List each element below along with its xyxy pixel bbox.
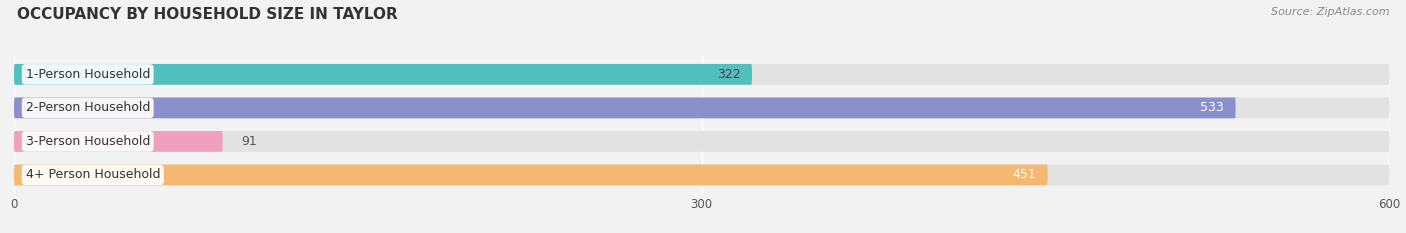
Text: 91: 91 bbox=[240, 135, 257, 148]
Text: 4+ Person Household: 4+ Person Household bbox=[25, 168, 160, 182]
Text: OCCUPANCY BY HOUSEHOLD SIZE IN TAYLOR: OCCUPANCY BY HOUSEHOLD SIZE IN TAYLOR bbox=[17, 7, 398, 22]
FancyBboxPatch shape bbox=[14, 64, 1389, 85]
FancyBboxPatch shape bbox=[14, 64, 752, 85]
Text: 451: 451 bbox=[1012, 168, 1036, 182]
Text: 322: 322 bbox=[717, 68, 741, 81]
Text: 1-Person Household: 1-Person Household bbox=[25, 68, 150, 81]
FancyBboxPatch shape bbox=[14, 164, 1047, 185]
Text: 2-Person Household: 2-Person Household bbox=[25, 101, 150, 114]
Text: Source: ZipAtlas.com: Source: ZipAtlas.com bbox=[1271, 7, 1389, 17]
FancyBboxPatch shape bbox=[14, 131, 1389, 152]
FancyBboxPatch shape bbox=[14, 97, 1236, 118]
Text: 3-Person Household: 3-Person Household bbox=[25, 135, 150, 148]
Text: 533: 533 bbox=[1201, 101, 1225, 114]
FancyBboxPatch shape bbox=[14, 97, 1389, 118]
FancyBboxPatch shape bbox=[14, 164, 1389, 185]
FancyBboxPatch shape bbox=[14, 131, 222, 152]
